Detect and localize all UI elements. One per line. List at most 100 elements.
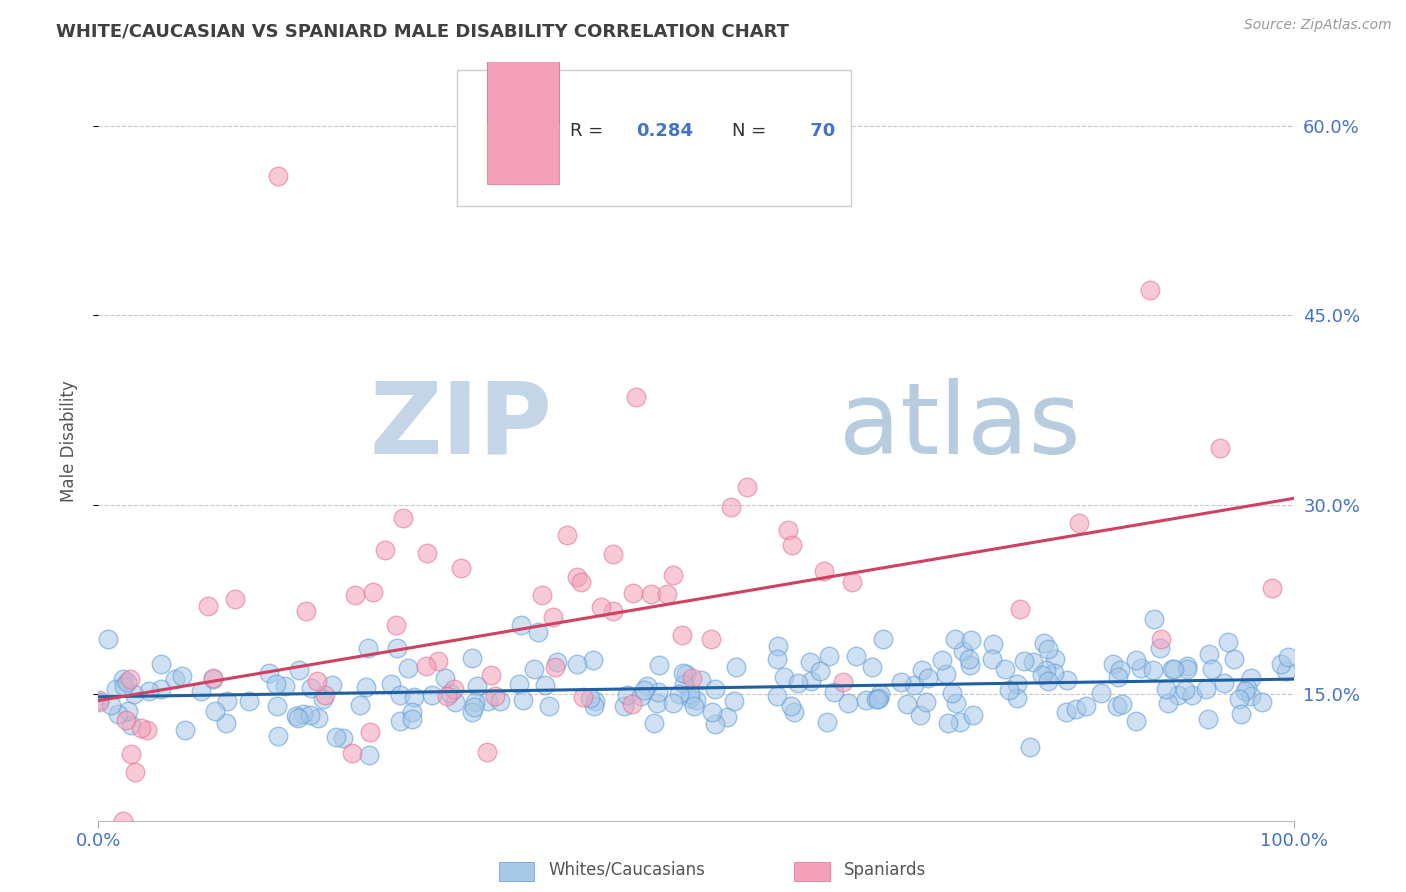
Point bbox=[149, 681, 172, 696]
Point bbox=[389, 688, 412, 702]
Point bbox=[959, 632, 981, 647]
Point bbox=[1101, 657, 1123, 671]
Point bbox=[868, 690, 890, 705]
Point bbox=[620, 698, 643, 712]
Point bbox=[737, 480, 759, 494]
Point bbox=[204, 704, 226, 718]
Point bbox=[700, 705, 723, 719]
Point bbox=[569, 575, 592, 590]
Point bbox=[1197, 712, 1219, 726]
Point bbox=[1174, 683, 1197, 698]
Point bbox=[672, 665, 695, 680]
Text: 0.284: 0.284 bbox=[637, 121, 693, 140]
Point bbox=[434, 671, 457, 685]
Point bbox=[534, 678, 557, 692]
Text: R =: R = bbox=[571, 121, 609, 140]
Point bbox=[461, 651, 484, 665]
Point bbox=[266, 677, 288, 691]
Point bbox=[508, 676, 530, 690]
Point bbox=[911, 663, 934, 677]
Point bbox=[689, 673, 711, 688]
Point bbox=[1175, 662, 1198, 676]
Text: N =: N = bbox=[733, 0, 772, 4]
Point bbox=[675, 667, 697, 681]
Point bbox=[724, 660, 747, 674]
Point bbox=[439, 686, 461, 700]
Text: WHITE/CAUCASIAN VS SPANIARD MALE DISABILITY CORRELATION CHART: WHITE/CAUCASIAN VS SPANIARD MALE DISABIL… bbox=[56, 22, 789, 40]
Point bbox=[305, 674, 328, 689]
Point bbox=[1066, 702, 1088, 716]
Point bbox=[129, 722, 152, 736]
Point bbox=[115, 674, 138, 689]
Point bbox=[636, 679, 658, 693]
Point bbox=[602, 604, 624, 618]
Point bbox=[1056, 673, 1078, 688]
Point bbox=[817, 649, 839, 664]
Point bbox=[773, 670, 796, 684]
Point bbox=[523, 662, 546, 676]
Point bbox=[661, 568, 683, 582]
Point bbox=[1229, 706, 1251, 721]
Point bbox=[396, 661, 419, 675]
Point bbox=[444, 695, 467, 709]
Point bbox=[136, 723, 159, 738]
Point bbox=[138, 683, 160, 698]
Point bbox=[238, 694, 260, 708]
Text: 199: 199 bbox=[804, 0, 841, 4]
Point bbox=[1043, 666, 1066, 681]
Point bbox=[994, 662, 1017, 676]
FancyBboxPatch shape bbox=[457, 70, 852, 207]
Text: Whites/Caucasians: Whites/Caucasians bbox=[548, 861, 706, 879]
Point bbox=[962, 708, 984, 723]
Point bbox=[700, 632, 723, 647]
Point bbox=[583, 694, 606, 708]
Point bbox=[841, 575, 863, 590]
Point bbox=[1019, 739, 1042, 754]
Point bbox=[1139, 283, 1161, 297]
Point bbox=[643, 715, 665, 730]
Point bbox=[115, 713, 138, 727]
Point bbox=[340, 746, 363, 760]
Point bbox=[661, 696, 683, 710]
Point bbox=[621, 585, 644, 599]
Text: R =: R = bbox=[571, 0, 609, 4]
Point bbox=[949, 714, 972, 729]
Point bbox=[813, 564, 835, 578]
Point bbox=[1125, 714, 1147, 729]
Point bbox=[685, 693, 707, 707]
Point bbox=[890, 675, 912, 690]
Point bbox=[778, 523, 800, 537]
Point bbox=[780, 538, 803, 552]
Point bbox=[546, 655, 568, 669]
Point bbox=[1142, 663, 1164, 677]
Point bbox=[616, 688, 638, 702]
Point bbox=[380, 676, 402, 690]
Point bbox=[998, 682, 1021, 697]
Point bbox=[1236, 681, 1258, 696]
Point bbox=[640, 587, 662, 601]
Point bbox=[510, 618, 533, 632]
Point bbox=[1209, 442, 1232, 456]
Point bbox=[786, 676, 808, 690]
Point bbox=[815, 715, 838, 730]
Point bbox=[173, 723, 195, 737]
Point bbox=[190, 683, 212, 698]
FancyBboxPatch shape bbox=[486, 0, 558, 184]
Point bbox=[307, 711, 329, 725]
Point bbox=[401, 712, 423, 726]
Point bbox=[321, 678, 343, 692]
Point bbox=[1108, 664, 1130, 678]
Point bbox=[626, 390, 648, 404]
Point bbox=[385, 640, 408, 655]
Point bbox=[420, 688, 443, 702]
Point bbox=[197, 599, 219, 613]
Point bbox=[295, 604, 318, 618]
Point bbox=[935, 666, 957, 681]
Point bbox=[404, 690, 426, 704]
Point bbox=[782, 705, 804, 719]
Point bbox=[1032, 636, 1054, 650]
Point bbox=[1181, 689, 1204, 703]
Point bbox=[589, 600, 612, 615]
Point bbox=[917, 671, 939, 685]
Point bbox=[165, 672, 187, 686]
